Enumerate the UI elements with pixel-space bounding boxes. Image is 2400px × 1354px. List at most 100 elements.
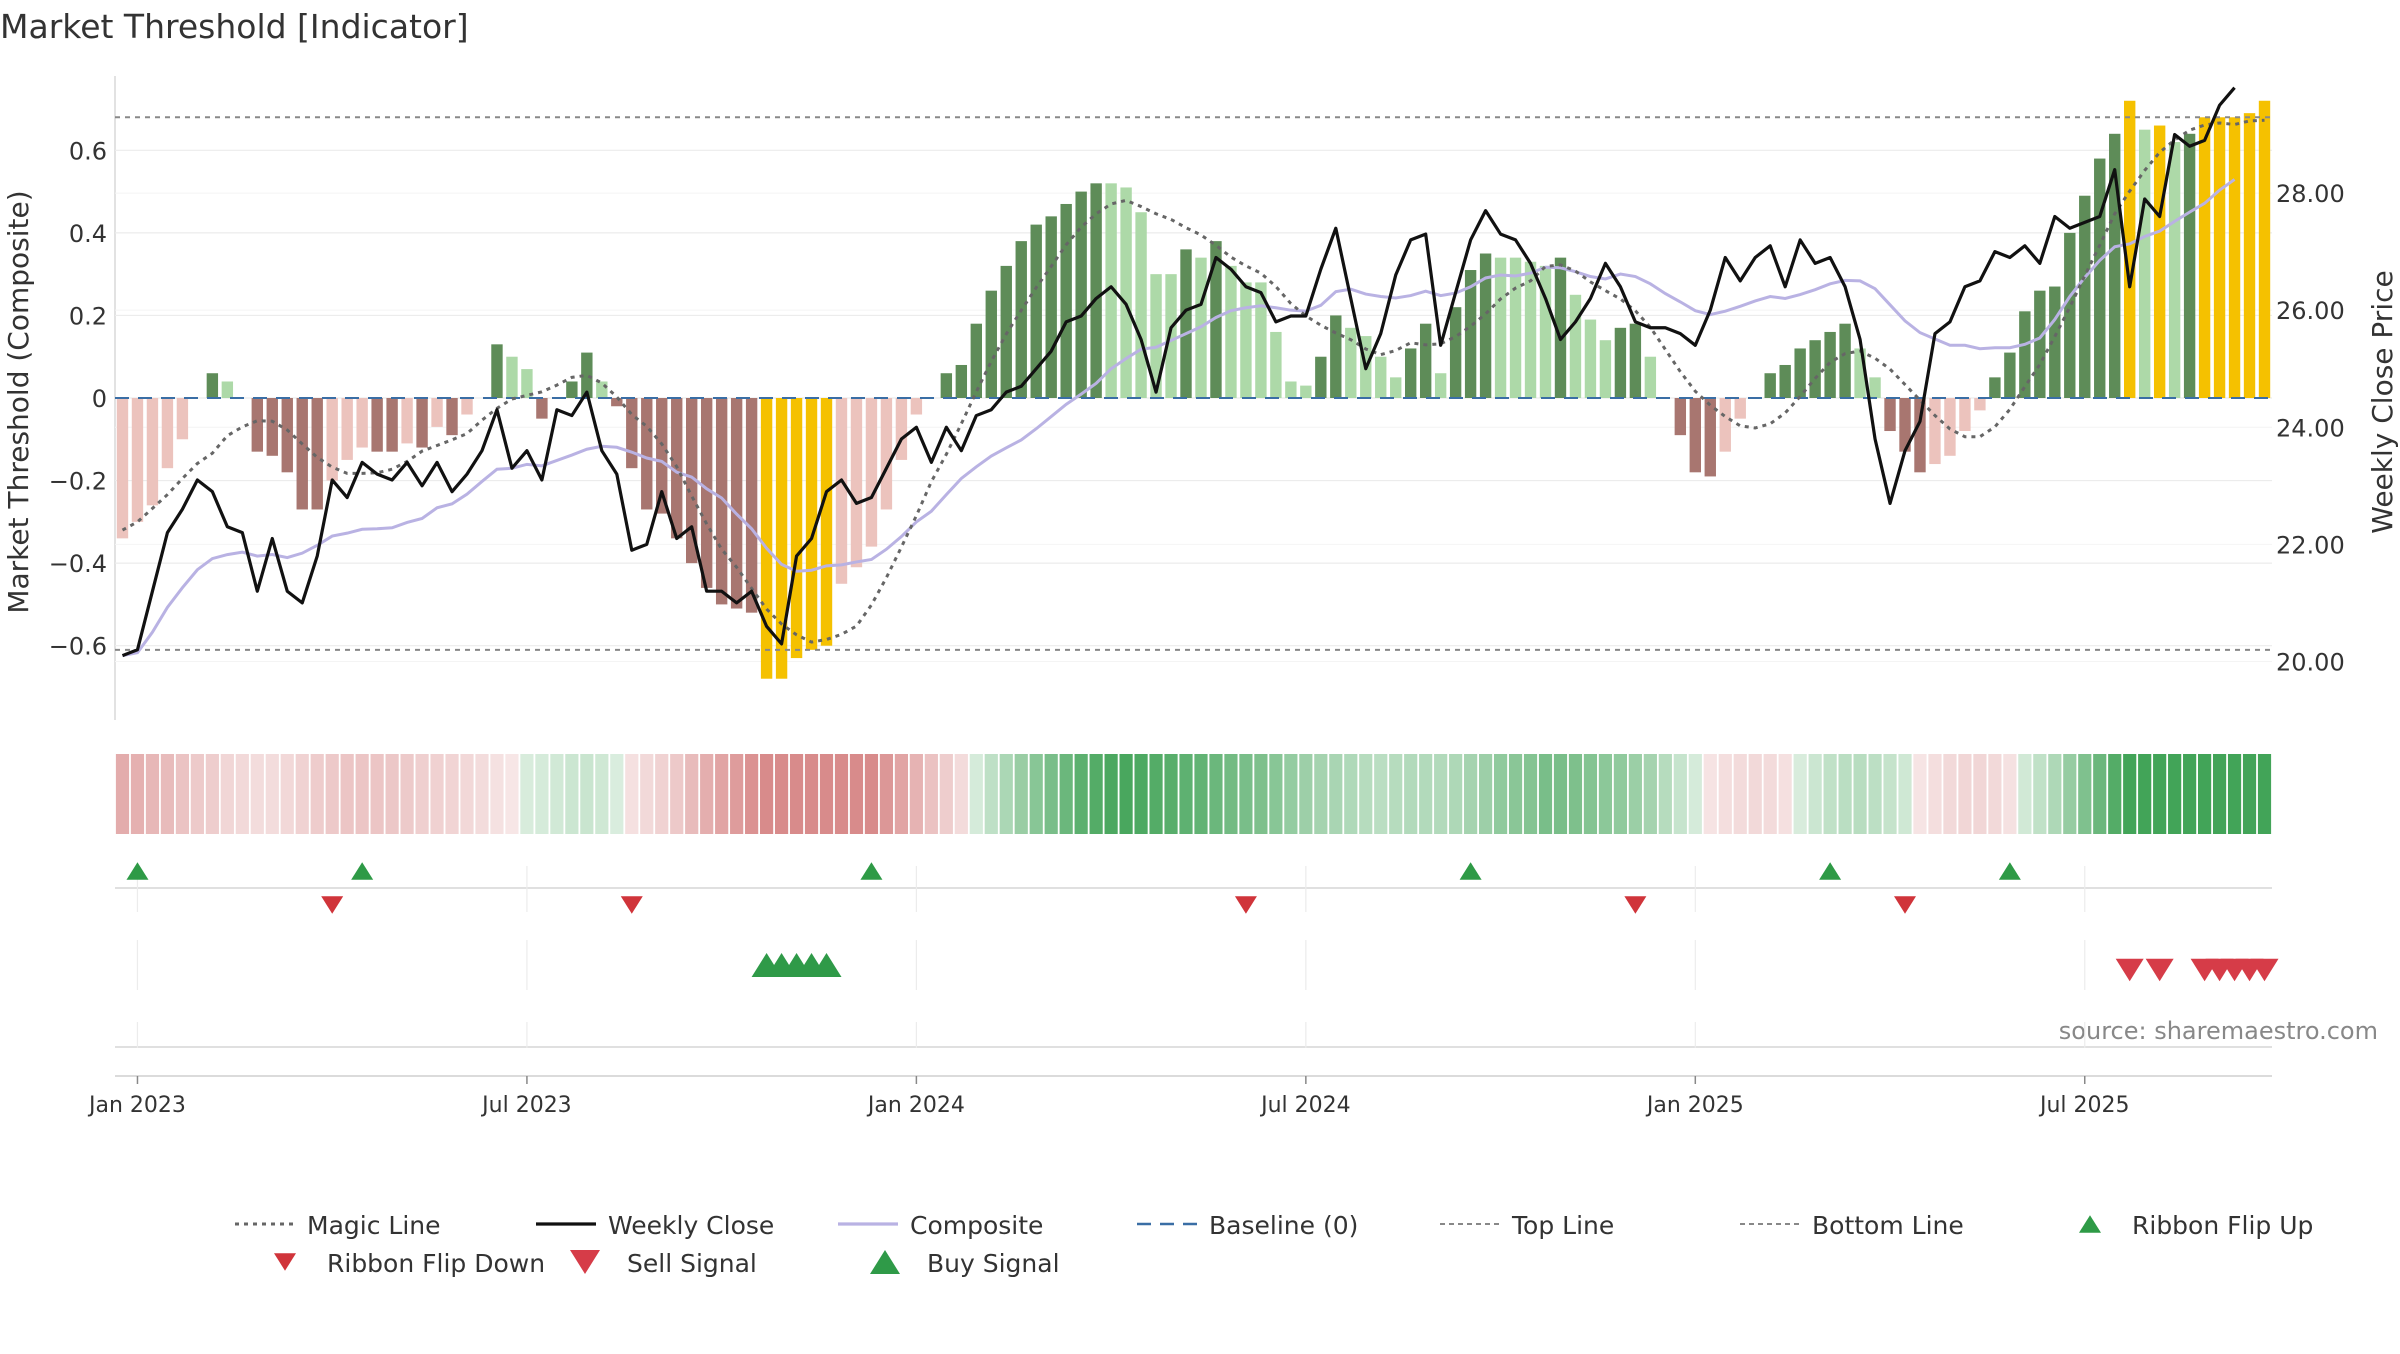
ribbon-cell <box>640 754 654 834</box>
legend-label: Ribbon Flip Up <box>2132 1211 2313 1240</box>
ribbon-cell <box>2138 754 2152 834</box>
ribbon-cell <box>445 754 459 834</box>
ribbon-cell <box>1718 754 1732 834</box>
legend-swatch <box>870 1250 900 1274</box>
ribbon-cell <box>2033 754 2047 834</box>
composite-bar <box>2168 142 2181 398</box>
composite-bar <box>356 398 368 448</box>
ribbon-cell <box>894 754 908 834</box>
composite-bar <box>2124 100 2136 399</box>
ribbon-strip <box>115 754 2272 834</box>
composite-bar <box>2258 100 2271 399</box>
ribbon-cell <box>2078 754 2092 834</box>
composite-bar <box>1779 364 1791 398</box>
ribbon-cell <box>1628 754 1642 834</box>
composite-bar <box>341 398 353 460</box>
composite-bar <box>1225 265 1237 398</box>
ribbon-cell <box>475 754 489 834</box>
ribbon-flip-down-marker <box>620 896 643 914</box>
ribbon-cell <box>954 754 968 834</box>
composite-bar <box>1884 398 1896 432</box>
ribbon-cell <box>1733 754 1747 834</box>
composite-bar <box>1629 323 1642 398</box>
ribbon-cell <box>1808 754 1822 834</box>
ribbon-cell <box>655 754 669 834</box>
composite-bar <box>1270 331 1282 398</box>
composite-bar <box>596 381 608 398</box>
ribbon-cell <box>175 754 189 834</box>
ribbon-cell <box>610 754 624 834</box>
ribbon-cell <box>505 754 519 834</box>
composite-bar <box>296 398 308 510</box>
ribbon-cell <box>939 754 953 834</box>
ribbon-cell <box>2168 754 2182 834</box>
ribbon-cell <box>1059 754 1073 834</box>
ribbon-cell <box>1344 754 1358 834</box>
composite-bar <box>506 356 518 398</box>
composite-bar <box>581 352 593 398</box>
y-tick-left-label: 0 <box>92 385 107 413</box>
legend-label: Baseline (0) <box>1209 1211 1358 1240</box>
legend-label: Sell Signal <box>627 1249 757 1278</box>
ribbon-cell <box>1898 754 1912 834</box>
composite-bar <box>1105 183 1117 398</box>
composite-bar <box>1794 348 1806 398</box>
ribbon-cell <box>385 754 399 834</box>
ribbon-cell <box>789 754 804 834</box>
ribbon-cell <box>205 754 219 834</box>
composite-bar <box>1584 319 1597 398</box>
composite-bar <box>2094 158 2106 398</box>
magic-line <box>121 118 2265 644</box>
composite-bar <box>1135 212 1147 398</box>
ribbon-cell <box>145 754 160 834</box>
composite-bar <box>1989 377 2001 398</box>
composite-bar <box>1300 385 1312 398</box>
composite-bar <box>2079 195 2091 398</box>
ribbon-flip-up-marker <box>860 862 883 880</box>
composite-bar <box>970 323 982 398</box>
ribbon-cell <box>1568 754 1583 834</box>
composite-bar <box>715 398 728 605</box>
ribbon-cell <box>625 754 639 834</box>
ribbon-cell <box>400 754 414 834</box>
ribbon-cell <box>760 754 774 834</box>
composite-bar <box>985 290 997 398</box>
composite-bar <box>461 398 473 415</box>
ribbon-cell <box>565 754 579 834</box>
composite-bar <box>446 398 458 436</box>
composite-bar <box>566 381 578 398</box>
ribbon-cell <box>1523 754 1538 834</box>
composite-bar <box>1405 348 1417 398</box>
ribbon-cell <box>1673 754 1687 834</box>
composite-bar <box>820 398 833 646</box>
ribbon-cell <box>1973 754 1987 834</box>
ribbon-flip-down-marker <box>321 896 344 914</box>
y-tick-left-label: 0.6 <box>69 137 107 165</box>
composite-bar <box>131 398 144 522</box>
legend-label: Magic Line <box>307 1211 441 1240</box>
composite-bar <box>775 398 788 679</box>
ribbon-cell <box>1194 754 1208 834</box>
composite-bar <box>1464 270 1477 398</box>
ribbon-cell <box>1179 754 1193 834</box>
ribbon-cell <box>1703 754 1717 834</box>
ribbon-cell <box>1538 754 1553 834</box>
ribbon-cell <box>2108 754 2122 834</box>
composite-bar <box>850 398 863 568</box>
y-tick-right-label: 26.00 <box>2276 297 2345 325</box>
ribbon-cell <box>969 754 983 834</box>
signal-rows <box>115 862 2279 1048</box>
composite-bar <box>2034 290 2046 398</box>
composite-bar <box>386 398 398 452</box>
ribbon-cell <box>1763 754 1777 834</box>
ribbon-cell <box>924 754 938 834</box>
y-tick-right-label: 28.00 <box>2276 180 2345 208</box>
ribbon-cell <box>220 754 234 834</box>
composite-bar <box>1554 257 1567 398</box>
ribbon-cell <box>804 754 819 834</box>
ribbon-cell <box>1583 754 1598 834</box>
composite-bar <box>2138 129 2151 398</box>
composite-bar <box>760 398 773 679</box>
